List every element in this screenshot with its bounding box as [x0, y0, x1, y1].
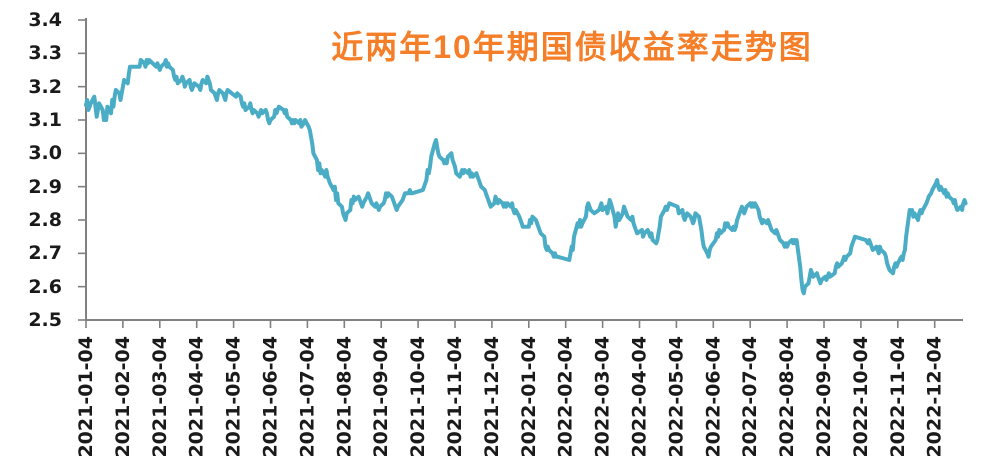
- x-tick-label: 2021-04-04: [186, 336, 208, 458]
- x-tick-label: 2022-12-04: [924, 336, 946, 458]
- x-tick-label: 2021-06-04: [260, 336, 282, 458]
- x-tick-label: 2021-08-04: [333, 336, 355, 458]
- x-tick-label: 2021-10-04: [407, 336, 429, 458]
- x-tick-label: 2022-09-04: [813, 336, 835, 458]
- y-tick-label: 3.1: [28, 109, 62, 131]
- x-tick-label: 2022-01-04: [518, 336, 540, 458]
- y-tick-label: 3.2: [28, 75, 62, 98]
- y-tick-label: 3.3: [28, 42, 62, 65]
- y-tick-label: 2.7: [28, 242, 62, 265]
- y-tick-label: 3.4: [28, 9, 62, 31]
- x-tick-label: 2022-07-04: [739, 336, 761, 458]
- x-tick-label: 2021-01-04: [75, 336, 97, 458]
- x-tick-label: 2021-03-04: [149, 336, 171, 458]
- x-tick-label: 2022-08-04: [776, 336, 798, 458]
- x-tick-label: 2021-05-04: [223, 336, 245, 458]
- x-tick-label: 2021-11-04: [444, 336, 466, 458]
- yield-line: [84, 58, 968, 296]
- x-tick-label: 2021-02-04: [112, 336, 134, 458]
- x-tick-label: 2022-04-04: [629, 336, 651, 458]
- y-tick-label: 2.8: [28, 209, 62, 231]
- x-tick-label: 2021-12-04: [481, 336, 503, 458]
- x-tick-label: 2022-02-04: [555, 336, 577, 458]
- x-tick-label: 2022-03-04: [592, 336, 614, 458]
- y-tick-label: 2.9: [28, 175, 62, 198]
- x-tick-label: 2022-11-04: [887, 336, 909, 458]
- chart-title: 近两年10年期国债收益率走势图: [331, 29, 813, 65]
- y-tick-label: 2.6: [28, 275, 62, 298]
- x-tick-label: 2022-06-04: [702, 336, 724, 458]
- x-tick-label: 2022-05-04: [665, 336, 687, 458]
- x-tick-label: 2021-07-04: [296, 336, 318, 458]
- x-tick-label: 2021-09-04: [370, 336, 392, 458]
- x-tick-label: 2022-10-04: [850, 336, 872, 458]
- y-tick-label: 3.0: [28, 142, 62, 165]
- y-tick-label: 2.5: [28, 309, 62, 331]
